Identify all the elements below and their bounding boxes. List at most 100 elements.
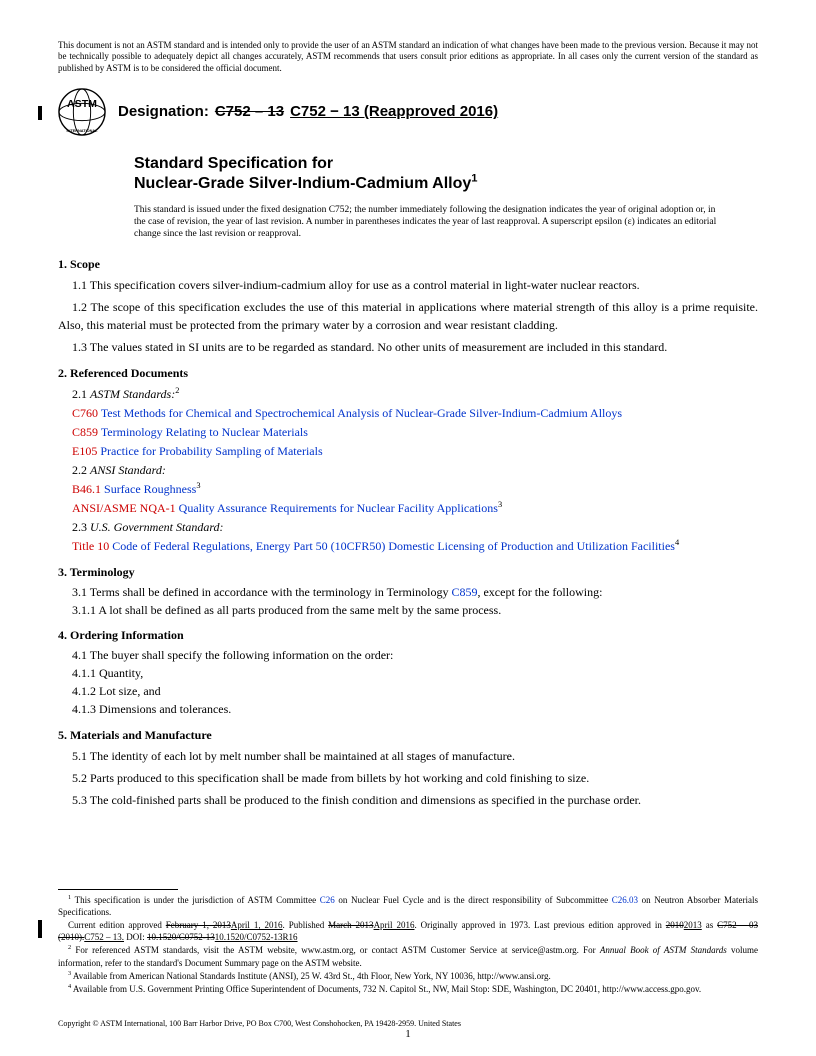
ref-2-3: 2.3 U.S. Government Standard: xyxy=(58,518,758,536)
para-1-2: 1.2 The scope of this specification excl… xyxy=(58,298,758,334)
ref-title10-code[interactable]: Title 10 xyxy=(72,539,109,553)
fn1-c2603[interactable]: C26.03 xyxy=(612,895,638,905)
fn1d-a: Current edition approved xyxy=(68,920,166,930)
para-3-1-b: , except for the following: xyxy=(477,585,602,599)
fn1d-c: . Originally approved in 1973. Last prev… xyxy=(415,920,666,930)
para-5-1: 5.1 The identity of each lot by melt num… xyxy=(58,747,758,765)
ref-nqa1-code[interactable]: ANSI/ASME NQA-1 xyxy=(72,501,176,515)
ref-c859-code[interactable]: C859 xyxy=(72,425,98,439)
designation-label: Designation: xyxy=(118,103,209,120)
ref-e105-code[interactable]: E105 xyxy=(72,444,97,458)
ref-2-1-italic: ASTM Standards: xyxy=(90,387,175,401)
ref-b461: B46.1 Surface Roughness3 xyxy=(58,480,758,498)
copyright-line: Copyright © ASTM International, 100 Barr… xyxy=(58,1019,461,1028)
ref-c760-title[interactable]: Test Methods for Chemical and Spectroche… xyxy=(101,406,622,420)
svg-text:ASTM: ASTM xyxy=(67,98,97,110)
fn1d-s5: 10.1520/C0752-13 xyxy=(147,932,215,942)
astm-logo-icon: ASTM INTERNATIONAL xyxy=(58,88,106,136)
ref-b461-sup: 3 xyxy=(196,481,200,490)
para-5-2: 5.2 Parts produced to this specification… xyxy=(58,769,758,787)
footnotes-block: 1 This specification is under the jurisd… xyxy=(58,889,758,996)
section-3-head: 3. Terminology xyxy=(58,565,758,580)
ref-2-2-italic: ANSI Standard: xyxy=(90,463,166,477)
ref-2-1-label: 2.1 xyxy=(72,387,90,401)
fn1d-s1: February 1, 2013 xyxy=(166,920,231,930)
title-text: Nuclear-Grade Silver-Indium-Cadmium Allo… xyxy=(134,175,471,192)
section-1-head: 1. Scope xyxy=(58,257,758,272)
ref-2-2: 2.2 ANSI Standard: xyxy=(58,461,758,479)
ref-title10-title[interactable]: Code of Federal Regulations, Energy Part… xyxy=(112,539,675,553)
fn1d-e: DOI: xyxy=(124,932,147,942)
footnote-1-dates: Current edition approved February 1, 201… xyxy=(58,919,758,943)
fn1d-u3: 2013 xyxy=(684,920,702,930)
ref-nqa1: ANSI/ASME NQA-1 Quality Assurance Requir… xyxy=(58,499,758,517)
para-4-1-1: 4.1.1 Quantity, xyxy=(58,665,758,682)
issue-note: This standard is issued under the fixed … xyxy=(134,204,718,241)
footnote-rule xyxy=(58,889,178,890)
fn1-b: on Nuclear Fuel Cycle and is the direct … xyxy=(335,895,612,905)
ref-2-3-italic: U.S. Government Standard: xyxy=(90,520,224,534)
ref-title10-sup: 4 xyxy=(675,538,679,547)
document-page: This document is not an ASTM standard an… xyxy=(0,0,816,833)
ref-nqa1-sup: 3 xyxy=(498,500,502,509)
fn1-a: This specification is under the jurisdic… xyxy=(71,895,320,905)
title-line1: Standard Specification for xyxy=(134,154,758,174)
ref-c859-title[interactable]: Terminology Relating to Nuclear Material… xyxy=(101,425,308,439)
fn1d-u4: C752 – 13. xyxy=(84,932,124,942)
ref-2-2-label: 2.2 xyxy=(72,463,90,477)
para-4-1-3: 4.1.3 Dimensions and tolerances. xyxy=(58,701,758,718)
section-5-head: 5. Materials and Manufacture xyxy=(58,728,758,743)
footnote-3: 3 Available from American National Stand… xyxy=(58,970,758,982)
para-5-3: 5.3 The cold-finished parts shall be pro… xyxy=(58,791,758,809)
section-4-head: 4. Ordering Information xyxy=(58,628,758,643)
header-row: ASTM INTERNATIONAL Designation: C752 – 1… xyxy=(58,88,758,136)
page-number: 1 xyxy=(405,1028,411,1040)
title-line2: Nuclear-Grade Silver-Indium-Cadmium Allo… xyxy=(134,174,758,194)
change-bar xyxy=(38,106,42,120)
title-block: Standard Specification for Nuclear-Grade… xyxy=(134,154,758,194)
para-3-1: 3.1 Terms shall be defined in accordance… xyxy=(58,584,758,601)
section-2-head: 2. Referenced Documents xyxy=(58,366,758,381)
ref-c760-code[interactable]: C760 xyxy=(72,406,98,420)
para-4-1-2: 4.1.2 Lot size, and xyxy=(58,683,758,700)
ref-2-3-label: 2.3 xyxy=(72,520,90,534)
ref-c859: C859 Terminology Relating to Nuclear Mat… xyxy=(58,423,758,441)
fn1d-u5: 10.1520/C0752-13R16 xyxy=(215,932,298,942)
fn1d-s2: March 2013 xyxy=(328,920,373,930)
svg-text:INTERNATIONAL: INTERNATIONAL xyxy=(67,129,99,133)
fn3-text: Available from American National Standar… xyxy=(71,971,551,981)
ref-nqa1-title[interactable]: Quality Assurance Requirements for Nucle… xyxy=(179,501,498,515)
title-super: 1 xyxy=(471,172,477,184)
ref-b461-code[interactable]: B46.1 xyxy=(72,482,101,496)
ref-2-1: 2.1 ASTM Standards:2 xyxy=(58,385,758,403)
ref-title10: Title 10 Code of Federal Regulations, En… xyxy=(58,537,758,555)
ref-2-1-sup: 2 xyxy=(175,386,179,395)
footnote-1: 1 This specification is under the jurisd… xyxy=(58,894,758,918)
change-bar-fn xyxy=(38,920,42,938)
designation-new: C752 − 13 (Reapproved 2016) xyxy=(290,103,498,120)
fn1d-u2: April 2016 xyxy=(374,920,415,930)
footnote-4: 4 Available from U.S. Government Printin… xyxy=(58,983,758,995)
fn2-i: Annual Book of ASTM Standards xyxy=(600,945,727,955)
para-1-3: 1.3 The values stated in SI units are to… xyxy=(58,338,758,356)
para-3-1-1: 3.1.1 A lot shall be defined as all part… xyxy=(58,602,758,619)
para-3-1-code[interactable]: C859 xyxy=(451,585,477,599)
fn1-c26[interactable]: C26 xyxy=(320,895,335,905)
designation-old: C752 – 13 xyxy=(215,103,284,120)
fn1d-b: . Published xyxy=(283,920,329,930)
designation-line: Designation: C752 – 13 C752 − 13 (Reappr… xyxy=(118,103,498,120)
fn1d-d: as xyxy=(702,920,717,930)
ref-b461-title[interactable]: Surface Roughness xyxy=(104,482,196,496)
para-4-1: 4.1 The buyer shall specify the followin… xyxy=(58,647,758,664)
fn4-text: Available from U.S. Government Printing … xyxy=(71,984,701,994)
ref-c760: C760 Test Methods for Chemical and Spect… xyxy=(58,404,758,422)
para-3-1-a: 3.1 Terms shall be defined in accordance… xyxy=(72,585,451,599)
fn1d-s3: 2010 xyxy=(666,920,684,930)
ref-e105: E105 Practice for Probability Sampling o… xyxy=(58,442,758,460)
ref-e105-title[interactable]: Practice for Probability Sampling of Mat… xyxy=(100,444,322,458)
fn1d-u1: April 1, 2016 xyxy=(231,920,283,930)
footnote-2: 2 For referenced ASTM standards, visit t… xyxy=(58,944,758,968)
fn2-a: For referenced ASTM standards, visit the… xyxy=(71,945,600,955)
disclaimer-text: This document is not an ASTM standard an… xyxy=(58,40,758,74)
para-1-1: 1.1 This specification covers silver-ind… xyxy=(58,276,758,294)
